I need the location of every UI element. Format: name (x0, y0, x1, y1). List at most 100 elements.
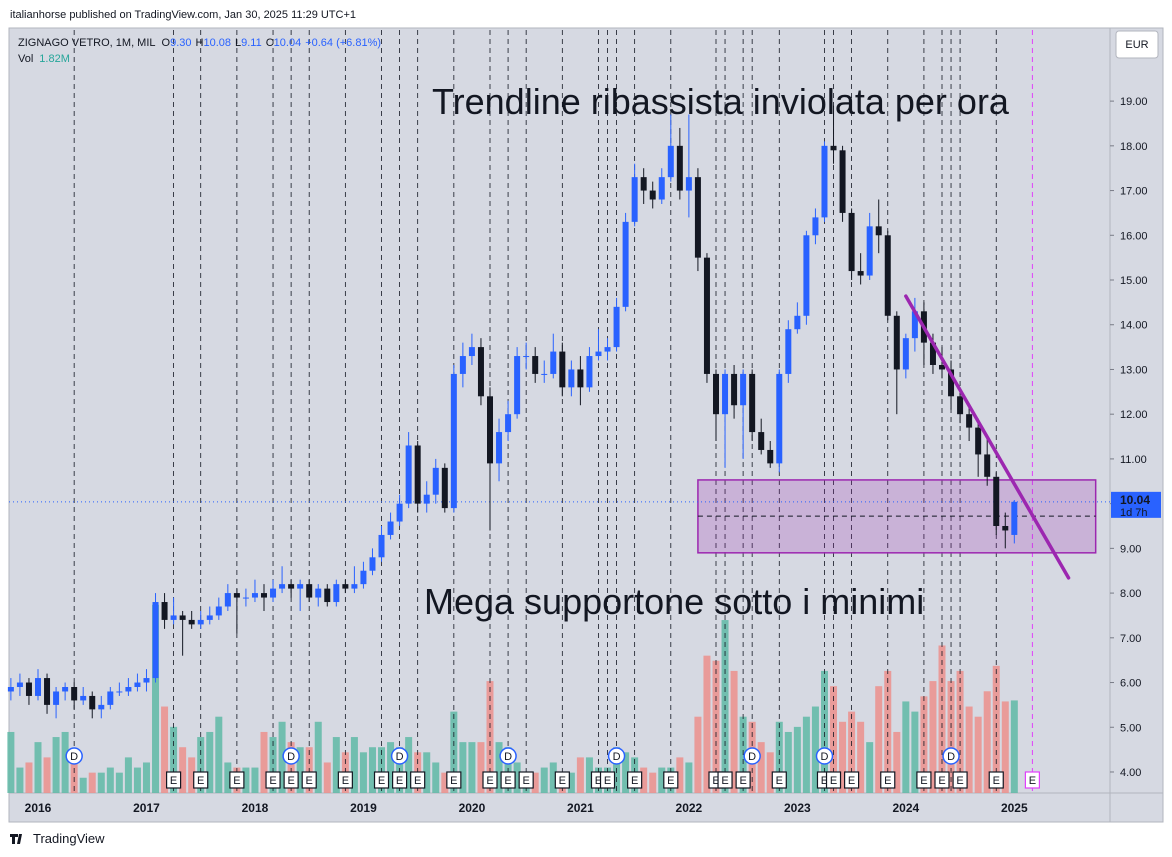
y-tick-label: 18.00 (1120, 141, 1148, 153)
volume-bar (540, 767, 548, 793)
dividend-marker (743, 747, 761, 765)
candle-body (170, 615, 177, 620)
earnings-label: E (450, 775, 457, 787)
earnings-marker (518, 771, 534, 789)
volume-bar (830, 686, 838, 793)
candle-body (803, 235, 810, 316)
candle-body (957, 396, 964, 415)
annotation: Trendline ribassista inviolata per ora (432, 81, 1010, 122)
volume-bar (477, 742, 485, 793)
candle-body (875, 226, 882, 236)
volume-bar (549, 762, 557, 793)
volume-bar (766, 752, 774, 793)
candle-body (866, 226, 873, 276)
volume-bar (902, 701, 910, 793)
volume-bar (296, 747, 304, 793)
volume-legend: Vol 1.82M (18, 53, 70, 65)
volume-bar (251, 767, 259, 793)
candle-body (523, 356, 530, 358)
earnings-label: E (269, 775, 276, 787)
candle-body (703, 257, 710, 374)
candle-body (378, 534, 385, 558)
candle-body (839, 150, 846, 213)
volume-bar (694, 716, 702, 793)
x-tick-label: 2017 (133, 801, 160, 815)
volume-bar (124, 757, 132, 793)
earnings-marker (771, 771, 787, 789)
volume-bar (350, 737, 358, 793)
ohlc-value: 9.11 (241, 37, 262, 49)
dividend-label: D (613, 751, 621, 763)
earnings-marker (301, 771, 317, 789)
candle-body (116, 691, 123, 693)
candle-body (559, 351, 566, 388)
candle-body (902, 338, 909, 370)
dividend-label: D (504, 751, 512, 763)
candle-body (261, 593, 267, 598)
candle-body (297, 584, 304, 589)
volume-bar (142, 762, 150, 793)
volume-key: Vol (18, 53, 33, 65)
earnings-marker (599, 771, 616, 789)
earnings-label: E (378, 775, 385, 787)
earnings-label: E (821, 775, 828, 787)
candle-body (568, 369, 575, 388)
dividend-marker (65, 747, 83, 765)
x-tick-label: 2025 (1001, 801, 1028, 815)
candle-body (993, 476, 1000, 526)
volume-bar (387, 742, 395, 793)
y-tick-label: 8.00 (1120, 588, 1141, 600)
earnings-marker (554, 771, 570, 789)
candle-body (7, 687, 14, 692)
candle-body (821, 145, 828, 218)
dividend-label: D (396, 751, 404, 763)
volume-bar (486, 681, 494, 793)
currency[interactable]: EUR (1125, 39, 1148, 51)
earnings-marker (193, 771, 209, 789)
change: +0.64 (+6.81%) (305, 37, 381, 49)
candle-body (306, 584, 313, 598)
volume-bar (188, 757, 196, 793)
earnings-marker (627, 771, 643, 789)
earnings-label: E (414, 775, 421, 787)
candle-body (794, 315, 801, 330)
earnings-label: E (559, 775, 566, 787)
candle-body (676, 145, 683, 191)
currency-button[interactable] (1115, 30, 1159, 59)
volume-bar (893, 731, 901, 793)
volume-bar (323, 762, 331, 793)
volume-bar (441, 772, 449, 793)
volume-bar (25, 762, 33, 793)
candle-body (984, 454, 991, 477)
volume-bar (405, 737, 413, 793)
volume-bar (857, 721, 865, 793)
candle-body (324, 588, 331, 603)
candle-body (288, 584, 295, 589)
candle-body (62, 687, 69, 692)
volume-bar (287, 742, 295, 793)
candle-body (369, 557, 376, 571)
earnings-label: E (920, 775, 927, 787)
candle-body (613, 306, 620, 348)
candle-body (505, 414, 512, 433)
dividend-label: D (947, 751, 955, 763)
candle-body (206, 615, 213, 620)
earnings-marker (500, 771, 516, 789)
volume-bar (7, 731, 15, 793)
ohlc-value: 10.04 (274, 37, 302, 49)
volume-bar (215, 716, 223, 793)
candle-body (857, 271, 864, 276)
volume-bar (703, 655, 711, 793)
candle-body (71, 687, 78, 701)
earnings-marker (482, 771, 498, 789)
earnings-marker (265, 771, 281, 789)
annotation: Mega supportone sotto i minimi (424, 581, 924, 622)
earnings-marker (952, 771, 968, 789)
candle-body (1011, 501, 1018, 535)
earnings-label: E (956, 775, 963, 787)
earnings-marker (229, 771, 245, 789)
dividend-marker (942, 747, 960, 765)
candle-body (53, 691, 60, 705)
earnings-label: E (1029, 775, 1036, 787)
dividend-marker (815, 747, 834, 765)
